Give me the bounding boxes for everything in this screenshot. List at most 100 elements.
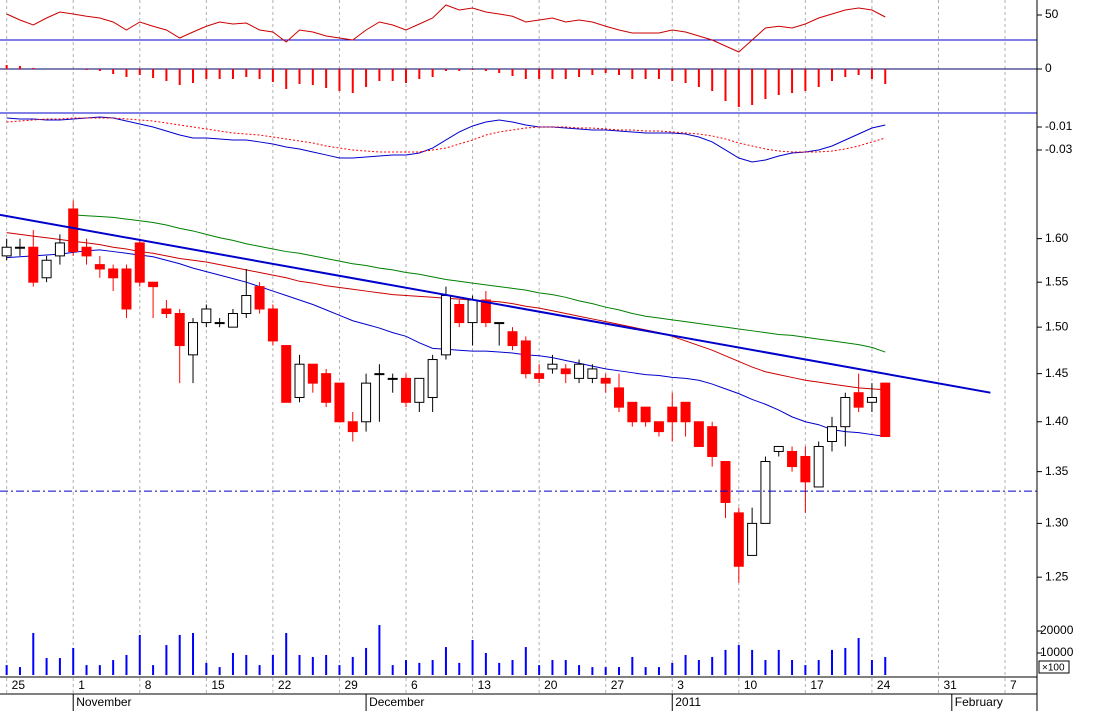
y-tick-label: 1.60 — [1045, 231, 1069, 245]
bar — [218, 667, 221, 675]
candle-body — [813, 445, 824, 488]
x-tick-label: 22 — [278, 678, 292, 692]
candle-body — [267, 308, 278, 342]
bar — [245, 654, 248, 675]
bar — [671, 662, 674, 675]
candle-body — [507, 331, 518, 347]
bar — [231, 653, 234, 675]
bar — [192, 632, 195, 675]
x-tick-label: 27 — [611, 678, 625, 692]
candle-body — [374, 373, 385, 376]
candle-body — [414, 377, 425, 403]
candle-body — [880, 382, 891, 438]
bar — [98, 665, 101, 675]
bar — [431, 660, 434, 675]
line — [73, 214, 886, 353]
bar — [644, 667, 647, 675]
candle-body — [560, 368, 571, 375]
bar — [405, 69, 408, 83]
month-label: February — [955, 695, 1003, 709]
bar — [245, 69, 248, 77]
candle-body — [760, 461, 771, 524]
bar — [45, 658, 48, 675]
candle-body — [41, 259, 52, 279]
candle-body — [201, 308, 212, 324]
candle-body — [161, 308, 172, 315]
y-tick-label: 1.25 — [1045, 569, 1069, 583]
bar — [458, 69, 461, 71]
bar — [817, 660, 820, 675]
bar — [152, 665, 155, 675]
bar — [98, 69, 101, 71]
x-tick-label: 15 — [211, 678, 225, 692]
candle-body — [174, 313, 185, 347]
bar — [764, 69, 767, 99]
bar — [391, 69, 394, 81]
bar — [444, 69, 447, 71]
bar — [418, 69, 421, 79]
bar — [285, 69, 288, 89]
bar — [538, 665, 541, 675]
x-tick-label: 25 — [12, 678, 26, 692]
candle-body — [800, 455, 811, 483]
bar — [165, 645, 168, 675]
bar — [138, 69, 141, 75]
candle-body — [321, 373, 332, 403]
candle-body — [427, 359, 438, 398]
bar — [5, 665, 8, 675]
bar — [777, 69, 780, 95]
candle-body — [547, 363, 558, 370]
candle-body — [747, 522, 758, 556]
candle-body — [693, 421, 704, 447]
bar — [178, 634, 181, 675]
candle-body — [1, 246, 12, 257]
bar — [271, 69, 274, 82]
candle-body — [520, 340, 531, 375]
bar — [378, 69, 381, 81]
bar — [391, 665, 394, 675]
x-tick-label: 20 — [544, 678, 558, 692]
bar — [58, 658, 61, 675]
bar — [338, 69, 341, 91]
bar — [125, 69, 128, 77]
bar — [205, 69, 208, 79]
candle-body — [640, 406, 651, 423]
bar — [604, 69, 607, 73]
candle-body — [454, 303, 465, 324]
candle-body — [667, 406, 678, 423]
bar — [764, 660, 767, 675]
bar — [298, 654, 301, 675]
bar — [631, 69, 634, 79]
y-tick-label: 10000 — [1040, 645, 1074, 659]
marks — [0, 4, 1037, 675]
bar — [405, 660, 408, 675]
x-tick-label: 8 — [145, 678, 152, 692]
bar — [551, 69, 554, 79]
x-tick-label: 24 — [877, 678, 891, 692]
candle-body — [334, 382, 345, 423]
bar — [684, 654, 687, 675]
bar — [724, 649, 727, 675]
candle-body — [81, 246, 92, 257]
bar — [777, 649, 780, 675]
y-tick-label: 1.55 — [1045, 274, 1069, 288]
bar — [551, 660, 554, 675]
candle-body — [68, 208, 79, 253]
candle-body — [467, 299, 478, 324]
bar — [285, 632, 288, 675]
bar — [418, 662, 421, 675]
bar — [657, 667, 660, 675]
bar — [338, 665, 341, 675]
bar — [18, 667, 21, 675]
bar — [112, 660, 115, 675]
bar — [830, 649, 833, 675]
bar — [18, 66, 21, 69]
bar — [870, 660, 873, 675]
bar — [378, 625, 381, 675]
bar — [192, 69, 195, 83]
bar — [32, 632, 35, 675]
bar — [804, 665, 807, 675]
x-tick-label: 13 — [478, 678, 492, 692]
